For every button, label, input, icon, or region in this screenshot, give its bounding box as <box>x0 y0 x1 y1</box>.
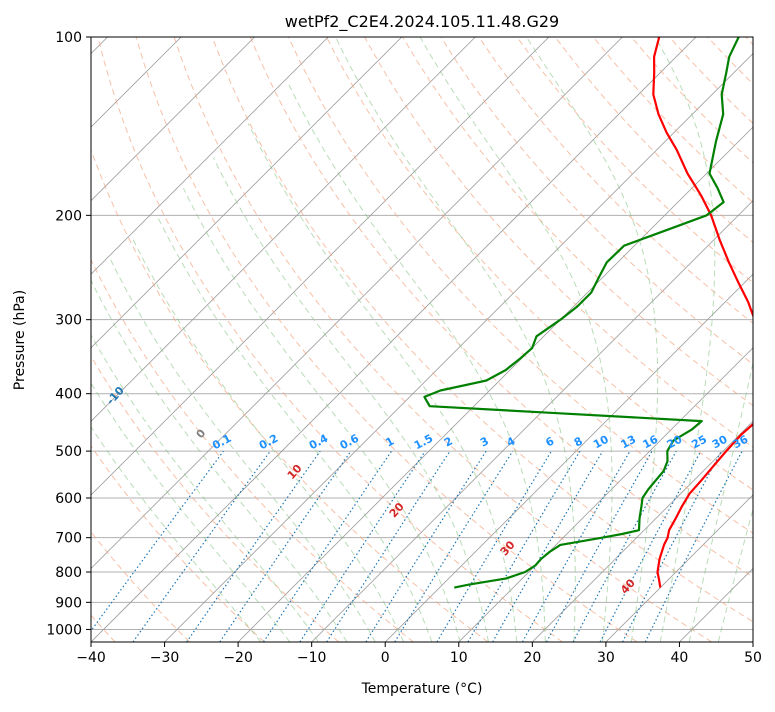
x-tick-label: −10 <box>297 650 327 666</box>
y-tick-label: 300 <box>55 313 82 329</box>
x-tick-label: −30 <box>150 650 180 666</box>
y-tick-label: 400 <box>55 387 82 403</box>
y-tick-label: 500 <box>55 444 82 460</box>
x-tick-label: 40 <box>671 650 689 666</box>
x-tick-label: 0 <box>381 650 390 666</box>
x-tick-label: −40 <box>76 650 106 666</box>
x-tick-label: −20 <box>223 650 253 666</box>
y-tick-label: 1000 <box>46 622 82 638</box>
chart-title: wetPf2_C2E4.2024.105.11.48.G29 <box>285 12 559 32</box>
y-axis-label: Pressure (hPa) <box>12 290 28 390</box>
x-tick-label: 20 <box>523 650 541 666</box>
y-tick-label: 800 <box>55 565 82 581</box>
x-tick-label: 50 <box>744 650 762 666</box>
x-tick-label: 10 <box>450 650 468 666</box>
y-tick-label: 600 <box>55 491 82 507</box>
y-tick-label: 700 <box>55 531 82 547</box>
x-axis-label: Temperature (°C) <box>361 681 483 697</box>
y-tick-label: 100 <box>55 30 82 46</box>
y-tick-label: 900 <box>55 595 82 611</box>
x-tick-label: 30 <box>597 650 615 666</box>
y-tick-label: 200 <box>55 208 82 224</box>
